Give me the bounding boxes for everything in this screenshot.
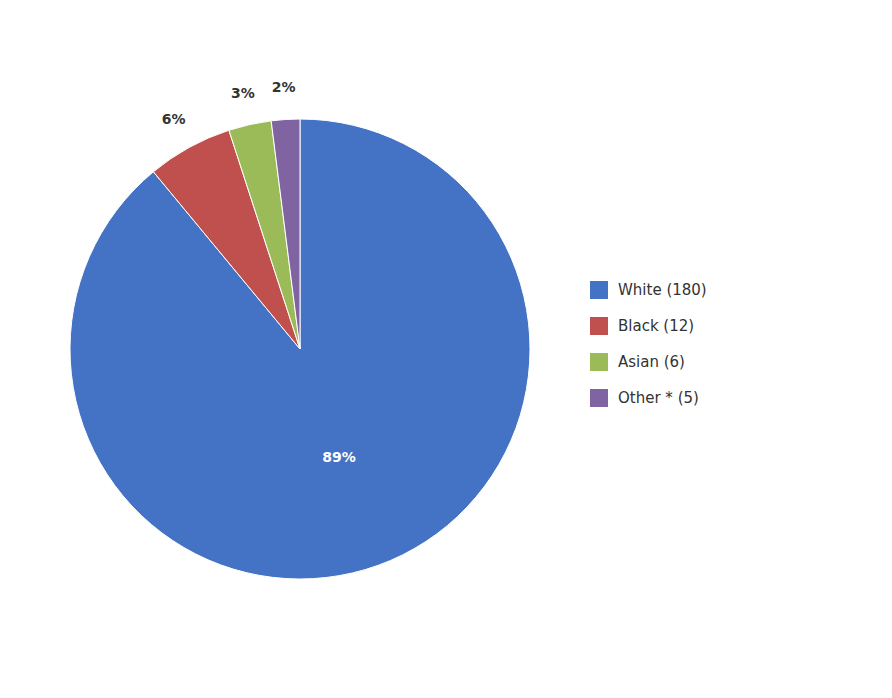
- legend-swatch: [590, 317, 608, 335]
- data-label: 3%: [231, 85, 255, 101]
- data-label: 6%: [162, 111, 186, 127]
- legend-swatch: [590, 353, 608, 371]
- legend-label: Other * (5): [618, 389, 699, 407]
- legend-item: Asian (6): [590, 353, 685, 371]
- data-label: 89%: [322, 449, 356, 465]
- legend-label: Asian (6): [618, 353, 685, 371]
- pie: [70, 119, 530, 579]
- slice: [70, 119, 530, 579]
- data-label: 2%: [272, 79, 296, 95]
- legend-label: White (180): [618, 281, 707, 299]
- legend-item: Black (12): [590, 317, 694, 335]
- data-labels: 89% 6% 3% 2%: [162, 79, 356, 465]
- legend-item: White (180): [590, 281, 707, 299]
- chart: 89% 6% 3% 2% White (180) Black (12) Asian (6) O…: [0, 0, 892, 698]
- legend-swatch: [590, 389, 608, 407]
- legend-label: Black (12): [618, 317, 694, 335]
- legend: White (180) Black (12) Asian (6) Other * (5…: [590, 281, 707, 407]
- legend-item: Other * (5): [590, 389, 699, 407]
- legend-swatch: [590, 281, 608, 299]
- slice: [271, 119, 300, 349]
